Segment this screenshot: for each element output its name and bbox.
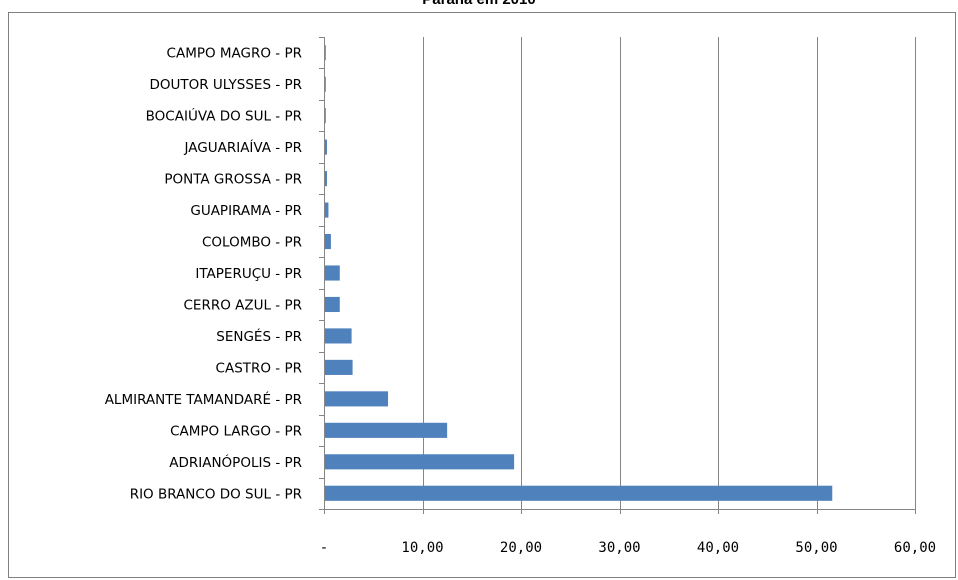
category-label-6: CERRO AZUL - PR: [184, 297, 303, 313]
category-label-11: JAGUARIAÍVA - PR: [184, 139, 302, 156]
bar-12: [325, 108, 326, 124]
category-label-1: ADRIANÓPOLIS - PR: [169, 453, 302, 471]
bar-0: [325, 485, 833, 501]
x-tick-label-1: 10,00: [401, 540, 443, 556]
x-tick-label-2: 20,00: [500, 540, 542, 556]
category-label-0: RIO BRANCO DO SUL - PR: [130, 486, 302, 502]
bar-7: [325, 265, 340, 281]
bar-1: [325, 454, 515, 470]
category-label-14: CAMPO MAGRO - PR: [167, 46, 302, 62]
category-label-3: ALMIRANTE TAMANDARÉ - PR: [105, 391, 302, 408]
chart-title: Paraná em 2010: [0, 0, 958, 9]
bar-10: [325, 171, 327, 187]
category-label-12: BOCAIÚVA DO SUL - PR: [146, 107, 302, 125]
bar-5: [325, 328, 352, 344]
bar-9: [325, 202, 329, 218]
bar-8: [325, 233, 331, 250]
bar-4: [325, 359, 353, 375]
category-label-2: CAMPO LARGO - PR: [170, 423, 302, 439]
bar-14: [325, 45, 326, 61]
bar-3: [325, 391, 389, 407]
x-tick-label-6: 60,00: [894, 540, 936, 556]
bar-2: [325, 422, 448, 438]
category-label-7: ITAPERUÇU - PR: [195, 266, 302, 282]
category-label-5: SENGÉS - PR: [216, 328, 302, 345]
category-label-4: CASTRO - PR: [216, 360, 302, 376]
x-tick-label-5: 50,00: [795, 540, 837, 556]
x-tick-label-0: -: [320, 540, 328, 556]
chart-frame: [8, 12, 956, 578]
category-label-9: GUAPIRAMA - PR: [190, 203, 302, 219]
x-tick-label-3: 30,00: [598, 540, 640, 556]
bar-6: [325, 296, 340, 313]
x-tick-label-4: 40,00: [697, 540, 739, 556]
category-label-13: DOUTOR ULYSSES - PR: [149, 77, 302, 93]
category-label-10: PONTA GROSSA - PR: [164, 172, 302, 188]
bar-11: [325, 139, 327, 155]
bar-13: [325, 76, 326, 92]
category-label-8: COLOMBO - PR: [202, 235, 302, 251]
